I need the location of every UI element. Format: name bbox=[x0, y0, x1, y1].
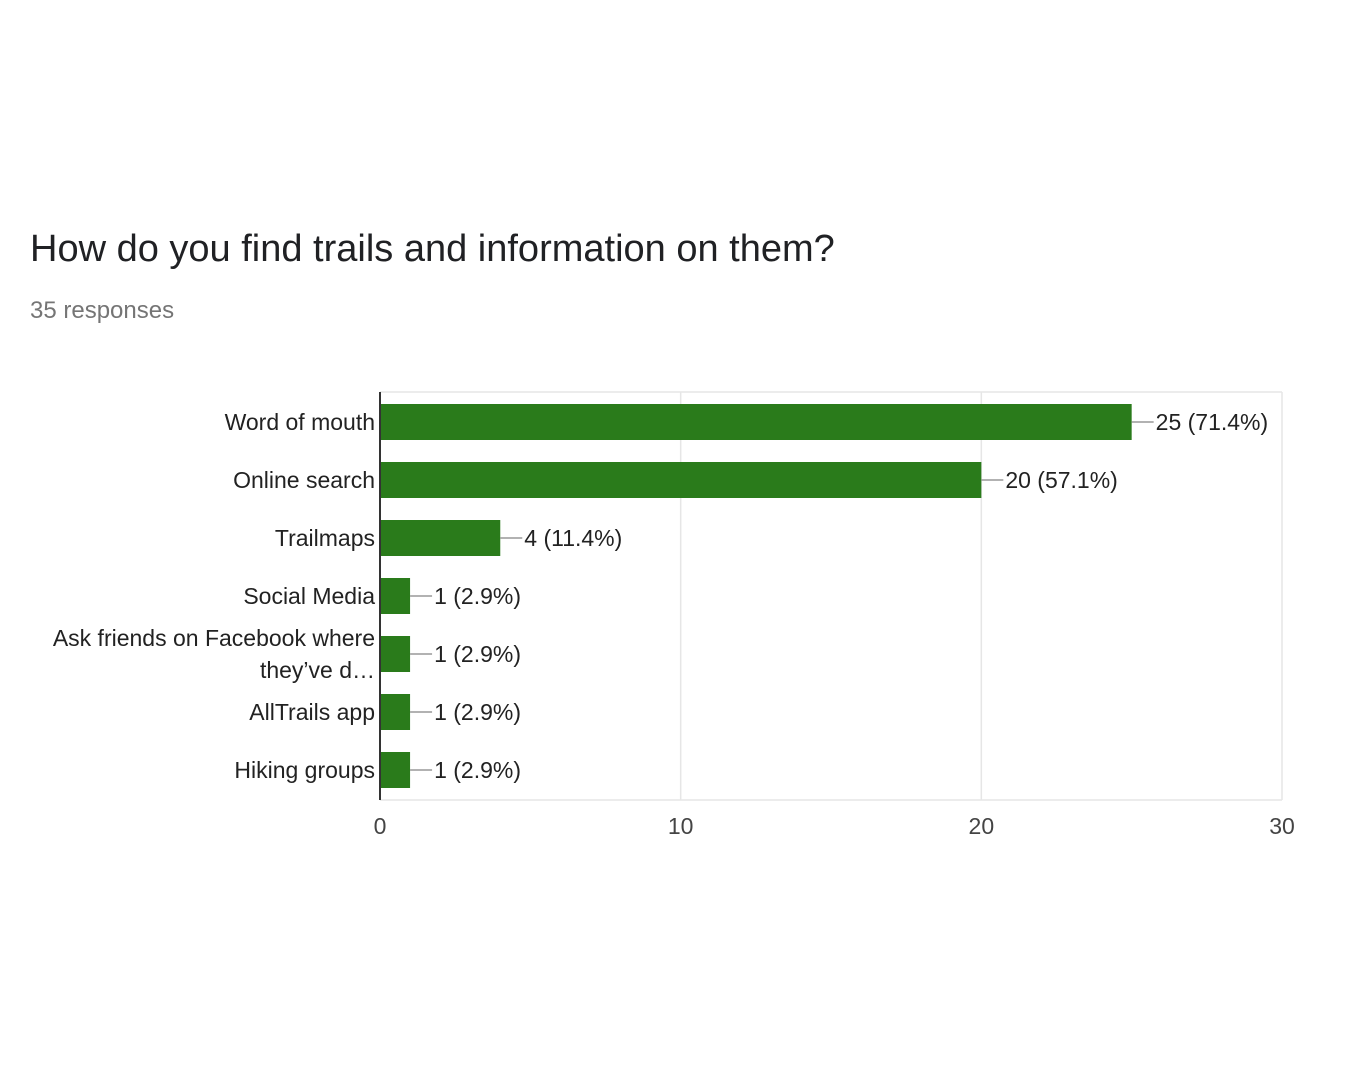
data-label: 1 (2.9%) bbox=[434, 757, 521, 783]
bar bbox=[380, 694, 411, 730]
data-label: 1 (2.9%) bbox=[434, 641, 521, 667]
category-label: Social Media bbox=[243, 583, 375, 609]
category-label: AllTrails app bbox=[249, 699, 375, 725]
response-count: 35 responses bbox=[30, 297, 175, 324]
bar bbox=[380, 636, 411, 672]
chart-bars bbox=[380, 404, 1154, 788]
bar bbox=[380, 578, 411, 614]
data-label: 4 (11.4%) bbox=[524, 525, 622, 551]
category-label: Ask friends on Facebook where bbox=[53, 625, 375, 651]
category-label: they’ve d… bbox=[260, 657, 375, 683]
category-label: Word of mouth bbox=[225, 409, 375, 435]
data-label: 1 (2.9%) bbox=[434, 583, 521, 609]
bar bbox=[380, 520, 501, 556]
bar bbox=[380, 462, 982, 498]
data-label: 1 (2.9%) bbox=[434, 699, 521, 725]
category-label: Online search bbox=[233, 467, 375, 493]
x-tick-label: 0 bbox=[374, 813, 387, 839]
chart-title: How do you find trails and information o… bbox=[30, 228, 835, 270]
x-tick-label: 20 bbox=[969, 813, 995, 839]
bar bbox=[380, 404, 1132, 440]
chart-grid bbox=[380, 391, 1283, 801]
category-label: Trailmaps bbox=[275, 525, 375, 551]
category-label: Hiking groups bbox=[234, 757, 375, 783]
chart-labels: 25 (71.4%) Word of mouth 20 (57.1%) Online … bbox=[53, 409, 1295, 839]
x-tick-label: 10 bbox=[668, 813, 694, 839]
bar bbox=[380, 752, 411, 788]
data-label: 20 (57.1%) bbox=[1005, 467, 1118, 493]
x-tick-label: 30 bbox=[1269, 813, 1295, 839]
data-label: 25 (71.4%) bbox=[1156, 409, 1269, 435]
